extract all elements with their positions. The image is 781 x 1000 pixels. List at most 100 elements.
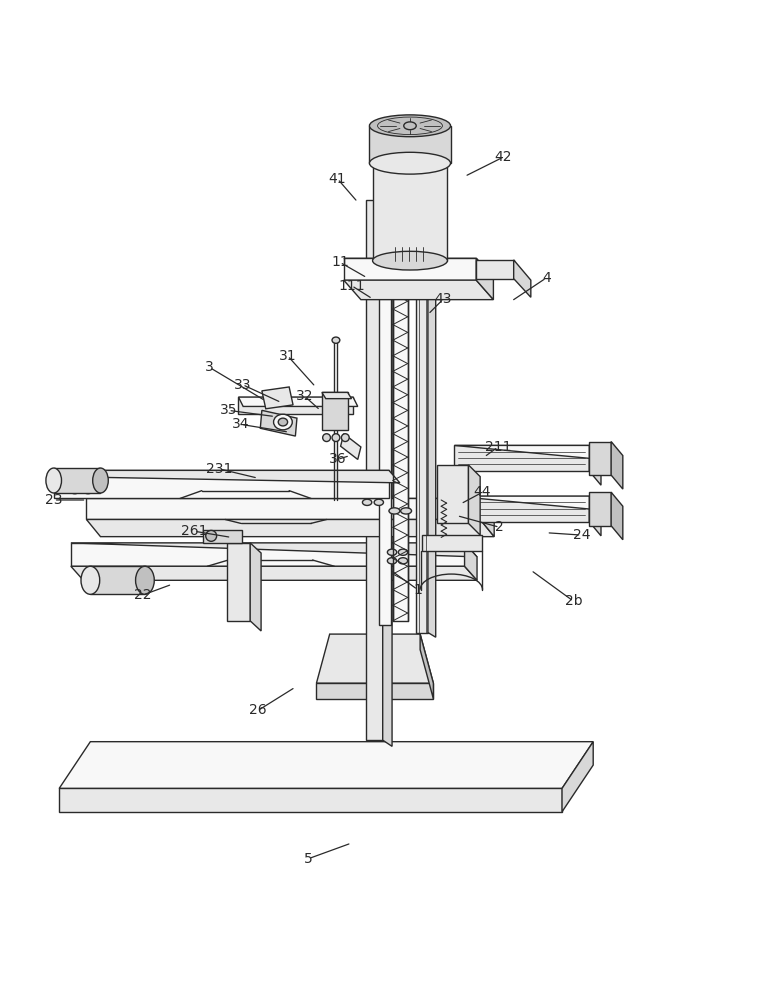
Polygon shape [250,543,261,631]
Text: 35: 35 [219,403,237,417]
Text: 36: 36 [329,452,346,466]
Polygon shape [87,498,494,516]
Polygon shape [611,492,622,540]
Ellipse shape [387,549,397,555]
Polygon shape [562,742,594,812]
Polygon shape [344,280,494,300]
Ellipse shape [369,152,451,174]
Polygon shape [71,543,465,566]
Polygon shape [59,788,562,812]
Polygon shape [54,470,400,483]
Ellipse shape [70,477,80,484]
Ellipse shape [70,488,80,494]
Polygon shape [369,126,451,163]
Polygon shape [416,200,428,633]
Ellipse shape [93,468,109,493]
Polygon shape [260,410,297,436]
Polygon shape [226,543,250,621]
Polygon shape [455,445,601,459]
Polygon shape [383,200,392,746]
Ellipse shape [81,566,100,594]
Polygon shape [590,492,611,526]
Polygon shape [341,434,361,459]
Text: 41: 41 [329,172,346,186]
Ellipse shape [362,499,372,505]
Polygon shape [393,215,408,621]
Text: 1: 1 [413,583,423,597]
Text: 44: 44 [474,485,491,499]
Ellipse shape [46,468,62,493]
Ellipse shape [398,558,408,564]
Polygon shape [469,465,480,535]
Ellipse shape [374,499,383,505]
Polygon shape [455,496,601,510]
Polygon shape [590,496,601,536]
Ellipse shape [278,418,287,426]
Polygon shape [437,465,469,523]
Ellipse shape [84,488,93,494]
Polygon shape [455,445,590,471]
Polygon shape [54,468,101,493]
Ellipse shape [389,508,400,514]
Ellipse shape [341,434,349,442]
Polygon shape [476,258,494,300]
Ellipse shape [205,530,216,541]
Ellipse shape [136,566,155,594]
Polygon shape [465,543,477,580]
Polygon shape [514,260,531,297]
Polygon shape [238,397,353,414]
Text: 2: 2 [495,520,504,534]
Text: 3: 3 [205,360,214,374]
Polygon shape [422,535,483,551]
Text: 34: 34 [232,417,250,431]
Ellipse shape [373,153,448,172]
Polygon shape [238,397,358,406]
Text: 22: 22 [134,588,152,602]
Text: 11: 11 [331,255,348,269]
Ellipse shape [369,115,451,137]
Polygon shape [87,498,480,519]
Polygon shape [71,566,477,580]
Polygon shape [455,496,590,522]
Polygon shape [379,200,390,625]
Polygon shape [203,530,242,543]
Text: 43: 43 [435,292,452,306]
Polygon shape [91,566,145,594]
Text: 5: 5 [305,852,313,866]
Polygon shape [590,445,601,485]
Polygon shape [59,742,594,788]
Text: 33: 33 [234,378,251,392]
Ellipse shape [398,549,408,555]
Text: 231: 231 [206,462,232,476]
Polygon shape [590,442,611,475]
Polygon shape [428,200,436,637]
Polygon shape [87,519,494,537]
Ellipse shape [401,508,412,514]
Text: 2b: 2b [565,594,583,608]
Polygon shape [262,387,293,409]
Polygon shape [316,683,433,699]
Polygon shape [71,543,477,557]
Ellipse shape [373,251,448,270]
Ellipse shape [273,414,292,430]
Polygon shape [476,260,514,279]
Polygon shape [322,392,351,399]
Text: 31: 31 [279,349,297,363]
Text: 111: 111 [338,279,365,293]
Text: 26: 26 [249,703,267,717]
Polygon shape [611,442,622,489]
Text: 23: 23 [45,493,62,507]
Polygon shape [480,498,494,537]
Ellipse shape [404,122,416,130]
Ellipse shape [332,337,340,343]
Ellipse shape [332,434,340,442]
Text: 4: 4 [542,271,551,285]
Ellipse shape [323,434,330,442]
Polygon shape [420,634,433,699]
Polygon shape [54,470,389,498]
Text: 42: 42 [495,150,512,164]
Text: 211: 211 [485,440,512,454]
Text: 24: 24 [572,528,590,542]
Polygon shape [366,200,383,740]
Ellipse shape [387,558,397,564]
